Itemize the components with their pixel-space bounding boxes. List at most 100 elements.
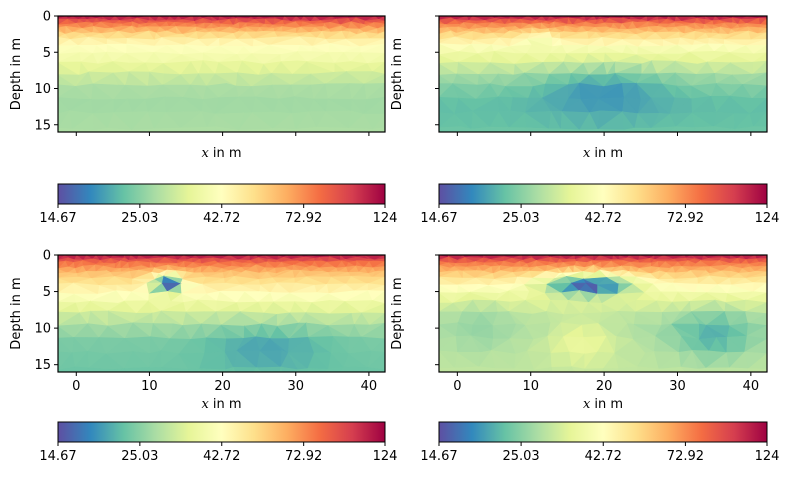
mesh-cell (343, 366, 369, 372)
mesh-cell (728, 128, 736, 132)
axes-frame (57, 254, 386, 373)
mesh-cell (161, 367, 190, 372)
mesh-cell (327, 366, 345, 372)
mesh-cell (224, 366, 235, 372)
colorbar: 14.67 25.03 42.72 72.92 124 (39, 421, 398, 464)
mesh-cell (379, 127, 385, 132)
mesh-cell (454, 366, 480, 372)
mesh-cell (229, 366, 237, 372)
colorbar-tick-label: 124 (755, 449, 780, 464)
mesh-cell (112, 368, 126, 372)
mesh-cell (584, 368, 604, 372)
y-tick-label: 10 (34, 322, 51, 337)
colorbar-tick-label: 25.03 (502, 211, 539, 226)
mesh-cell (636, 366, 660, 372)
mesh-cell (761, 368, 767, 372)
x-tick-label: 0 (453, 379, 461, 394)
mesh-cell (470, 126, 491, 132)
x-tick-label: 20 (596, 379, 613, 394)
axes-frame (438, 15, 768, 133)
mesh-cell (153, 127, 173, 132)
axes-frame (438, 254, 768, 373)
mesh-cell (252, 367, 258, 372)
mesh-cell (597, 129, 625, 132)
colorbar-tick-label: 42.72 (203, 449, 240, 464)
y-axis-label: Depth in m (9, 277, 24, 349)
mesh-cell (214, 126, 240, 132)
mesh-cell (450, 367, 458, 372)
y-tick-label: 5 (43, 46, 51, 61)
mesh-cell (525, 127, 550, 132)
panel-top-right: x in m Depth in m (390, 15, 768, 161)
colorbar-gradient (57, 183, 386, 205)
mesh-cell (439, 367, 456, 372)
x-tick-label: 20 (214, 379, 231, 394)
mesh-cell (646, 127, 653, 132)
mesh-cell (109, 369, 114, 372)
mesh-cell (198, 368, 226, 372)
mesh-bottom-right (439, 255, 767, 372)
colorbar-tick-label: 72.92 (285, 449, 322, 464)
colorbar-tick-label: 42.72 (585, 449, 622, 464)
mesh-cell (272, 128, 297, 132)
mesh-cell (123, 367, 150, 372)
mesh-cell (711, 126, 736, 132)
y-axis-label: Depth in m (390, 277, 405, 349)
colorbar: 14.67 25.03 42.72 72.92 124 (39, 183, 398, 226)
mesh-cell (651, 126, 677, 132)
mesh-cell (71, 128, 95, 132)
mesh-cell (315, 126, 337, 132)
colorbar-tick-label: 42.72 (203, 211, 240, 226)
mesh-cell (467, 128, 473, 132)
colorbar-tick-label: 72.92 (285, 211, 322, 226)
mesh-cell (290, 128, 297, 132)
mesh-cell (88, 367, 114, 372)
mesh-cell (74, 366, 90, 372)
panel-bottom-left: 0 5 10 15 0 10 20 30 40 x in m Depth in m (9, 249, 386, 412)
mesh-cell (557, 128, 562, 132)
colorbar: 14.67 25.03 42.72 72.92 124 (420, 183, 779, 226)
colorbar: 14.67 25.03 42.72 72.92 124 (420, 421, 780, 464)
mesh-cell (521, 127, 529, 132)
colorbar-gradient (57, 421, 386, 443)
colorbar-tick-label: 124 (373, 211, 398, 226)
mesh-cell (494, 368, 515, 372)
mesh-cell (256, 366, 282, 372)
mesh-cell (106, 127, 133, 132)
mesh-bottom-left (58, 255, 385, 372)
mesh-cell (579, 129, 600, 132)
y-axis-label: Depth in m (390, 38, 405, 110)
mesh-cell (634, 127, 653, 132)
colorbar-gradient (438, 183, 768, 205)
colorbar-tick-label: 25.03 (121, 211, 158, 226)
x-tick-label: 30 (287, 379, 304, 394)
mesh-cell (261, 128, 274, 132)
mesh-cell (458, 126, 473, 132)
mesh-cell (733, 126, 754, 132)
mesh-cell (565, 366, 573, 372)
mesh-cell (675, 126, 696, 132)
mesh-cell (439, 126, 461, 132)
mesh-cell (205, 126, 217, 132)
mesh-cell (543, 366, 553, 372)
x-tick-label: 10 (141, 379, 158, 394)
mesh-cell (144, 366, 151, 372)
mesh-cell (571, 366, 586, 372)
mesh-cell (371, 127, 385, 132)
mesh-cell (210, 126, 217, 132)
mesh-cell (548, 128, 562, 132)
mesh-cell (122, 367, 127, 372)
mesh-cell (602, 368, 620, 372)
colorbar-tick-label: 14.67 (420, 211, 457, 226)
mesh-cell (58, 127, 74, 132)
x-tick-label: 30 (669, 379, 686, 394)
mesh-cell (697, 367, 707, 372)
colorbar-tick-label: 124 (373, 449, 398, 464)
x-axis-label: x in m (201, 397, 241, 412)
mesh-cell (728, 367, 749, 372)
mesh-cell (551, 366, 573, 372)
mesh-cell (237, 128, 263, 132)
y-tick-label: 0 (43, 249, 51, 264)
axes-frame (57, 15, 386, 133)
